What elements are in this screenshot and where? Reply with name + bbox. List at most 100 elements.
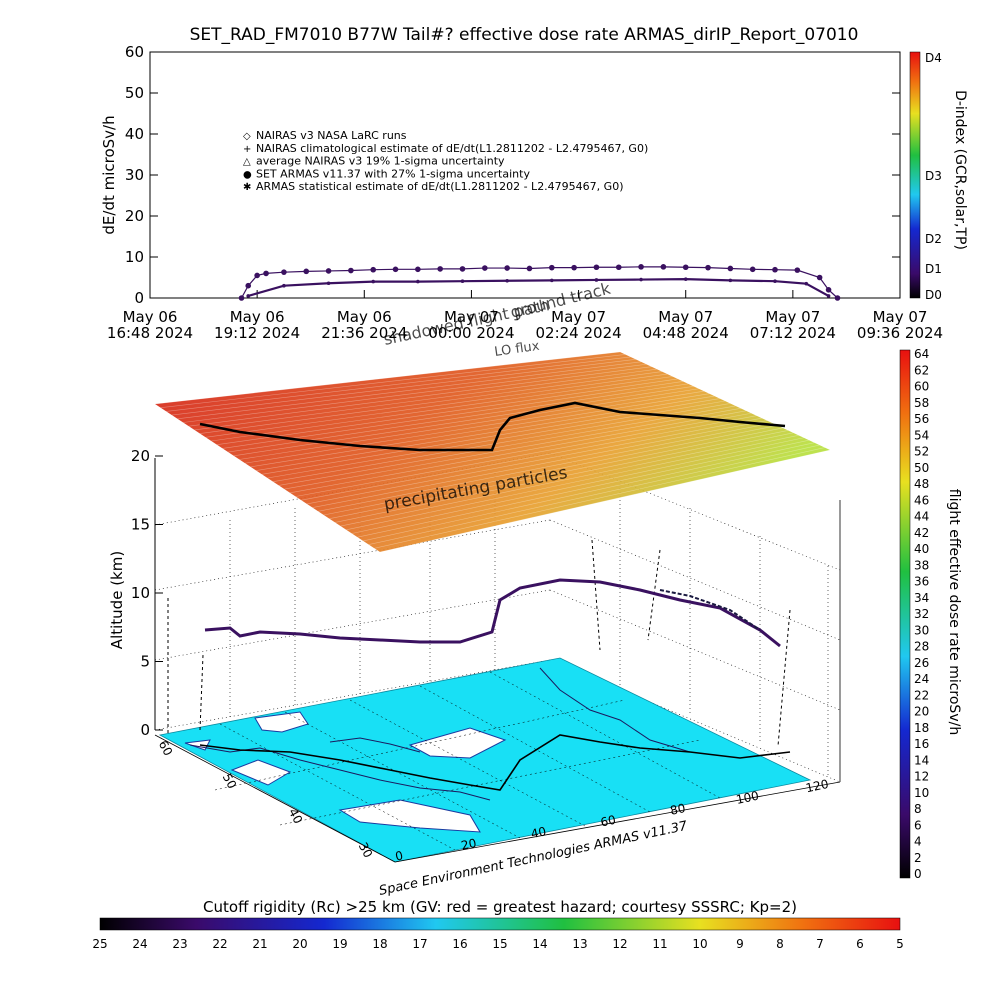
longitude-ticks: 0 20 40 60 80 100 120	[394, 777, 830, 864]
sheet-hatch-line	[183, 363, 647, 423]
longitude-tick-label: 120	[805, 777, 830, 795]
series-point	[482, 265, 488, 271]
flight-3d-panel: shadowed flight path ground track precip…	[92, 278, 962, 951]
dose-tick-label: 32	[914, 607, 929, 621]
sheet-hatch-line	[340, 432, 794, 527]
series-point	[549, 278, 554, 283]
y-tick-label: 10	[125, 248, 144, 266]
sheet-hatch-line	[244, 390, 705, 464]
rc-tick-label: 7	[816, 937, 824, 951]
rc-tick-label: 5	[896, 937, 904, 951]
sheet-hatch-line	[289, 410, 747, 494]
rc-tick-label: 11	[652, 937, 667, 951]
series-point	[826, 294, 831, 298]
latitude-tick-label: 60	[156, 738, 176, 758]
rc-tick-label: 13	[572, 937, 587, 951]
x-tick-day: May 06	[230, 308, 285, 326]
sheet-hatch	[154, 351, 831, 553]
series-point	[254, 272, 260, 279]
legend-marker: ✱	[243, 182, 251, 193]
dose-tick-label: 34	[914, 591, 929, 605]
series-point	[571, 264, 577, 271]
y-tick-label: 60	[125, 43, 144, 61]
legend-entry: average NAIRAS v3 19% 1-sigma uncertaint…	[256, 155, 505, 168]
legend-entry: NAIRAS v3 NASA LaRC runs	[256, 129, 407, 142]
sheet-hatch-line	[334, 430, 789, 523]
ground-map-grid	[214, 671, 721, 851]
series-point	[526, 265, 533, 272]
land-masses	[184, 711, 507, 833]
x-tick-time: 04:48 2024	[643, 324, 729, 342]
rc-colorbar	[99, 917, 901, 931]
x-tick-time: 02:24 2024	[535, 324, 621, 342]
dose-tick-label: 14	[914, 753, 929, 767]
series-point	[416, 279, 420, 284]
dose-tick-label: 40	[914, 542, 929, 556]
x-tick-day: May 07	[444, 308, 499, 326]
series-point	[282, 283, 286, 288]
sheet-hatch-line	[284, 408, 741, 490]
rc-tick-label: 18	[372, 937, 387, 951]
dose-tick-label: 6	[914, 818, 922, 832]
shadowed-flight-path	[199, 401, 786, 452]
lat-axis	[154, 734, 396, 863]
rc-tick-label: 9	[736, 937, 744, 951]
ground-track	[199, 734, 791, 791]
x-tick-day: May 06	[123, 308, 178, 326]
series-point	[794, 267, 801, 273]
y-tick-label: 0	[134, 289, 144, 307]
sheet-hatch-line	[216, 378, 678, 445]
series-point	[727, 265, 734, 272]
dose-tick-label: 46	[914, 493, 929, 507]
sheet-hatch-line	[239, 388, 699, 460]
annotation-lo-flux: LO flux	[493, 339, 540, 360]
sheet-hatch-line	[379, 449, 831, 553]
dose-tick-label: 50	[914, 461, 929, 475]
dose-tick-label: 62	[914, 363, 929, 377]
dose-tick-label: 20	[914, 705, 929, 719]
sheet-hatch-line	[211, 376, 673, 442]
dose-tick-label: 28	[914, 640, 929, 654]
altitude-tick-label: 20	[131, 447, 150, 465]
x-tick-day: May 07	[873, 308, 928, 326]
sheet-hatch-line	[233, 386, 694, 457]
sheet-hatch-line	[368, 444, 820, 545]
latitude-ticks: 30 40 50 60	[156, 738, 376, 860]
series-point	[460, 279, 465, 283]
sheet-hatch-line	[346, 435, 799, 531]
rc-tick-label: 15	[492, 937, 507, 951]
altitude-ticks: 0 5 10 15 20	[131, 447, 163, 739]
dose-tick-label: 48	[914, 477, 929, 491]
sheet-hatch-line	[273, 403, 731, 482]
legend: ◇ NAIRAS v3 NASA LaRC runs + NAIRAS climato…	[243, 129, 648, 193]
longitude-tick-label: 0	[394, 848, 404, 863]
sheet-hatch-line	[199, 371, 663, 434]
dose-tick-label: 16	[914, 737, 929, 751]
series-point	[825, 287, 832, 293]
series-point	[326, 281, 331, 286]
series-point	[594, 278, 599, 282]
series-point	[392, 266, 399, 273]
dose-tick-label: 36	[914, 575, 929, 589]
series-point	[371, 279, 376, 284]
d-index-label: D-index (GCR,solar,TP)	[952, 90, 968, 250]
series-line-1	[247, 278, 830, 298]
rc-tick-label: 8	[776, 937, 784, 951]
rc-colorbar-label: Cutoff rigidity (Rc) >25 km (GV: red = g…	[203, 898, 797, 916]
series-point	[245, 282, 252, 289]
sheet-hatch-line	[323, 425, 778, 516]
x-tick-day: May 07	[765, 308, 820, 326]
sheet-hatch-line	[374, 447, 825, 549]
x-tick-time: 19:12 2024	[214, 324, 300, 342]
legend-marker: ●	[243, 169, 252, 180]
series-point	[705, 264, 711, 271]
dose-tick-label: 12	[914, 770, 929, 784]
sheet-hatch-line	[160, 354, 626, 408]
ground-map	[158, 657, 812, 863]
flight-path-segment	[659, 589, 761, 631]
dose-tick-label: 26	[914, 656, 929, 670]
x-tick-day: May 07	[551, 308, 606, 326]
series-point	[348, 267, 354, 274]
